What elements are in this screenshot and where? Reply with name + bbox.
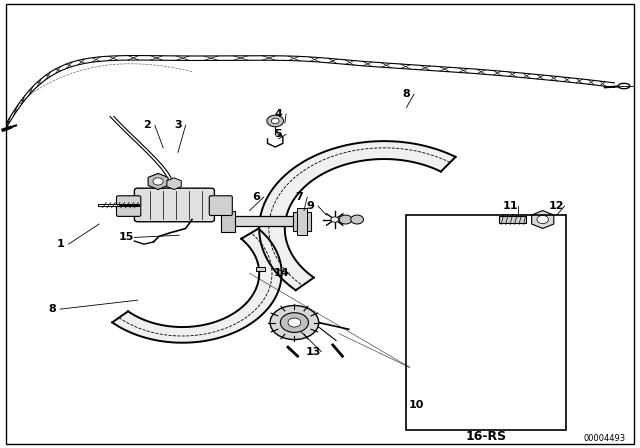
Circle shape: [270, 306, 319, 340]
Circle shape: [153, 178, 163, 185]
Circle shape: [339, 215, 352, 224]
Text: 9: 9: [307, 201, 314, 211]
Text: 2: 2: [143, 121, 151, 130]
Polygon shape: [259, 141, 456, 290]
Bar: [297, 208, 307, 235]
Text: 10: 10: [408, 401, 424, 410]
Bar: [293, 212, 311, 231]
Text: 16-RS: 16-RS: [466, 430, 507, 444]
Text: 14: 14: [274, 268, 289, 278]
Circle shape: [537, 215, 548, 224]
Text: 4: 4: [275, 109, 282, 119]
Text: 1: 1: [57, 239, 65, 249]
Circle shape: [331, 217, 339, 222]
Circle shape: [288, 318, 301, 327]
Circle shape: [351, 215, 364, 224]
Bar: [406, 215, 566, 430]
Circle shape: [280, 313, 308, 332]
Text: 00004493: 00004493: [584, 434, 626, 443]
Text: 3: 3: [174, 121, 182, 130]
Text: 8: 8: [403, 89, 410, 99]
Text: 11: 11: [503, 201, 518, 211]
Ellipse shape: [618, 83, 630, 89]
Circle shape: [267, 115, 284, 127]
Text: 8: 8: [49, 304, 56, 314]
Text: 6: 6: [252, 192, 260, 202]
Text: 12: 12: [549, 201, 564, 211]
FancyBboxPatch shape: [209, 196, 232, 215]
Text: 15: 15: [119, 233, 134, 242]
Text: 5: 5: [275, 129, 282, 139]
Text: 7: 7: [296, 192, 303, 202]
Bar: [230, 216, 294, 226]
Text: 13: 13: [306, 347, 321, 357]
Bar: [256, 267, 265, 271]
Circle shape: [271, 118, 279, 124]
Polygon shape: [112, 228, 282, 343]
FancyBboxPatch shape: [116, 196, 141, 216]
FancyBboxPatch shape: [134, 188, 214, 222]
Bar: [499, 216, 526, 223]
Bar: [221, 211, 235, 232]
